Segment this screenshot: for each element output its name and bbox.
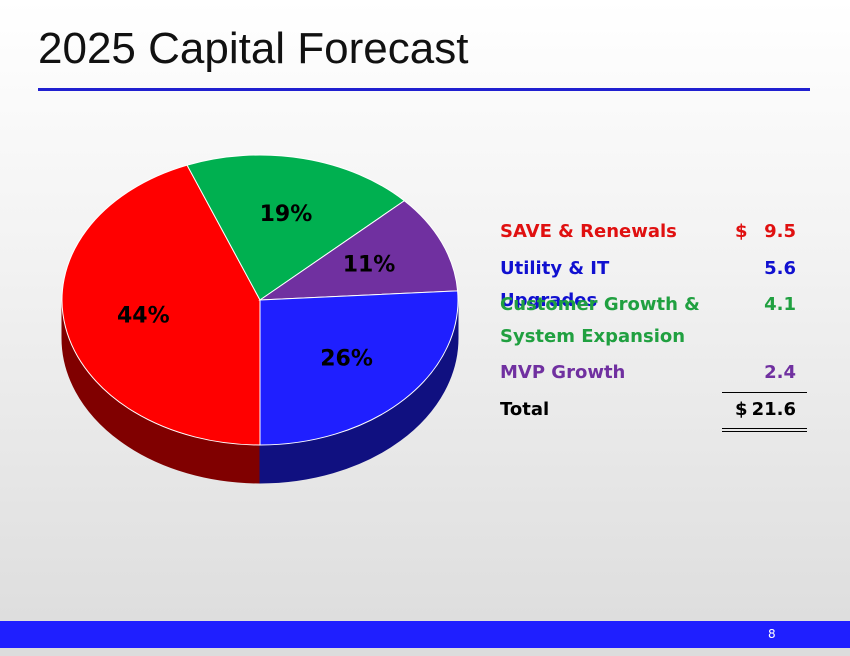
data-label: 19% (260, 202, 313, 227)
title: 2025 Capital Forecast (38, 24, 469, 73)
sum-rule (722, 392, 807, 393)
total-rule (722, 431, 807, 432)
row-label: Customer Growth & System Expansion (500, 294, 700, 347)
currency: $ (735, 399, 748, 420)
pie-chart: 44% 19% 11% 26% (61, 154, 459, 484)
total-rule (722, 428, 807, 429)
amount: 9.5 (764, 221, 796, 242)
slice (186, 154, 406, 301)
row-label: Total (500, 399, 550, 420)
page-number: 8 (768, 627, 776, 641)
row-label: SAVE & Renewals (500, 221, 677, 242)
slice (258, 200, 459, 301)
currency: $ (735, 221, 748, 242)
amount: 2.4 (764, 362, 796, 383)
slice (61, 164, 261, 446)
footer-bar: 8 (0, 621, 850, 648)
row-label: MVP Growth (500, 362, 626, 383)
slice (259, 290, 459, 446)
amount: 21.6 (751, 399, 796, 420)
amount: 4.1 (764, 294, 796, 315)
data-label: 26% (320, 347, 373, 372)
row-label: Utility & IT Upgrades (500, 258, 610, 311)
data-label: 44% (117, 303, 170, 328)
data-label: 11% (343, 252, 396, 277)
amount: 5.6 (764, 258, 796, 279)
title-rule (38, 88, 810, 91)
